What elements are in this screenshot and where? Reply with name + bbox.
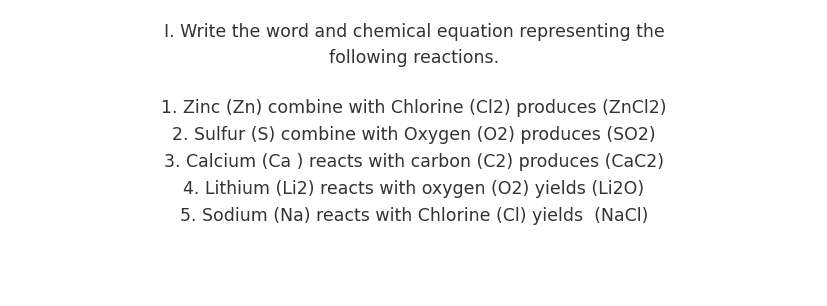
Text: I. Write the word and chemical equation representing the: I. Write the word and chemical equation …: [164, 23, 663, 41]
Text: 2. Sulfur (S) combine with Oxygen (O2) produces (SO2): 2. Sulfur (S) combine with Oxygen (O2) p…: [172, 126, 655, 144]
Text: 4. Lithium (Li2) reacts with oxygen (O2) yields (Li2O): 4. Lithium (Li2) reacts with oxygen (O2)…: [184, 180, 643, 198]
Text: 3. Calcium (Ca ) reacts with carbon (C2) produces (CaC2): 3. Calcium (Ca ) reacts with carbon (C2)…: [164, 153, 663, 171]
Text: following reactions.: following reactions.: [328, 49, 499, 67]
Text: 1. Zinc (Zn) combine with Chlorine (Cl2) produces (ZnCl2): 1. Zinc (Zn) combine with Chlorine (Cl2)…: [161, 99, 666, 117]
Text: 5. Sodium (Na) reacts with Chlorine (Cl) yields  (NaCl): 5. Sodium (Na) reacts with Chlorine (Cl)…: [179, 207, 648, 225]
